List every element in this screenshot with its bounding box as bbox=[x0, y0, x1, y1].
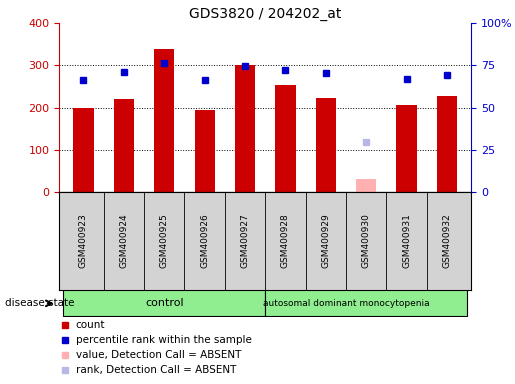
Bar bbox=[276, 85, 296, 192]
Text: GSM400931: GSM400931 bbox=[402, 214, 411, 268]
Text: GSM400927: GSM400927 bbox=[241, 214, 250, 268]
Text: GSM400925: GSM400925 bbox=[160, 214, 169, 268]
Text: rank, Detection Call = ABSENT: rank, Detection Call = ABSENT bbox=[76, 364, 236, 374]
Text: GSM400924: GSM400924 bbox=[119, 214, 128, 268]
Text: autosomal dominant monocytopenia: autosomal dominant monocytopenia bbox=[263, 299, 430, 308]
Bar bbox=[195, 110, 215, 192]
Bar bbox=[114, 99, 134, 192]
Text: percentile rank within the sample: percentile rank within the sample bbox=[76, 335, 252, 345]
Bar bbox=[63, 290, 265, 316]
Text: GSM400932: GSM400932 bbox=[442, 214, 452, 268]
Text: control: control bbox=[145, 298, 183, 308]
Text: GSM400929: GSM400929 bbox=[321, 214, 330, 268]
Bar bbox=[437, 96, 457, 192]
Text: value, Detection Call = ABSENT: value, Detection Call = ABSENT bbox=[76, 350, 241, 360]
Title: GDS3820 / 204202_at: GDS3820 / 204202_at bbox=[189, 7, 341, 21]
Bar bbox=[73, 108, 94, 192]
Text: disease state: disease state bbox=[5, 298, 75, 308]
Bar bbox=[265, 290, 467, 316]
Bar bbox=[397, 104, 417, 192]
Bar bbox=[235, 65, 255, 192]
Text: count: count bbox=[76, 320, 105, 330]
Text: GSM400923: GSM400923 bbox=[79, 214, 88, 268]
Bar bbox=[154, 49, 175, 192]
Bar bbox=[316, 98, 336, 192]
Text: GSM400926: GSM400926 bbox=[200, 214, 209, 268]
Text: GSM400930: GSM400930 bbox=[362, 214, 371, 268]
Text: GSM400928: GSM400928 bbox=[281, 214, 290, 268]
Bar bbox=[356, 179, 376, 192]
